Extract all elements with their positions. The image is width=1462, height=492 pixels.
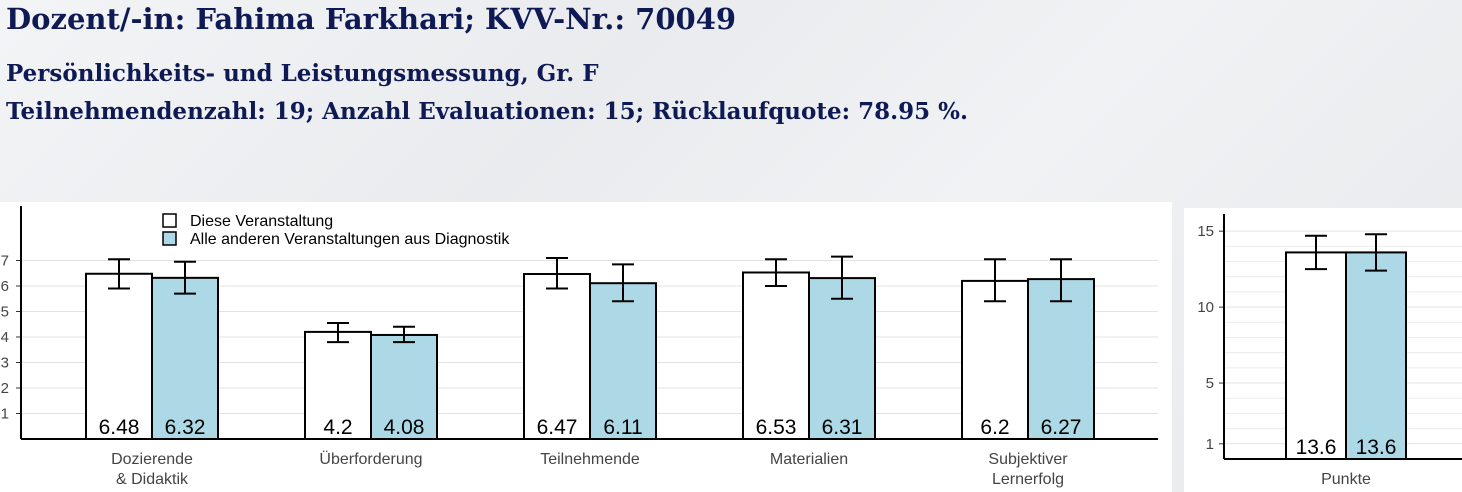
header-participation: Teilnehmendenzahl: 19; Anzahl Evaluation… — [6, 98, 968, 125]
x-category-label: Dozierende — [111, 451, 193, 468]
bar — [1345, 251, 1407, 460]
y-tick-label: 3 — [1, 355, 9, 372]
value-label: 6.53 — [756, 416, 797, 439]
value-label: 6.48 — [99, 416, 140, 439]
value-label: 13.6 — [1356, 436, 1397, 459]
bar — [1027, 278, 1095, 440]
header-instructor: Dozent/-in: Fahima Farkhari; KVV-Nr.: 70… — [6, 2, 737, 36]
x-category-label: Punkte — [1321, 471, 1371, 488]
bar — [589, 282, 657, 440]
bar — [1285, 251, 1347, 460]
y-tick-label: 15 — [1197, 223, 1214, 240]
value-label: 13.6 — [1296, 436, 1337, 459]
x-category-label: Materialien — [770, 451, 848, 468]
bar — [85, 272, 153, 441]
bar — [370, 333, 438, 441]
y-tick-label: 1 — [1, 406, 9, 423]
legend-label: Alle anderen Veranstaltungen aus Diagnos… — [190, 231, 510, 248]
value-label: 6.11 — [603, 416, 642, 439]
legend-label: Diese Veranstaltung — [190, 213, 333, 230]
x-category-label: Lernerfolg — [992, 471, 1064, 488]
value-label: 4.2 — [323, 416, 352, 439]
y-tick-label: 5 — [1206, 375, 1214, 392]
header-course: Persönlichkeits- und Leistungsmessung, G… — [6, 60, 599, 87]
y-tick-label: 1 — [1206, 436, 1214, 453]
value-label: 6.27 — [1041, 416, 1082, 439]
value-label: 6.31 — [822, 416, 863, 439]
x-category-label: Teilnehmende — [540, 451, 640, 468]
y-tick-label: 10 — [1197, 299, 1214, 316]
y-tick-label: 6 — [1, 278, 9, 295]
bar — [151, 276, 219, 440]
main-chart-panel: 1 2 3 4 5 6 7 6.48 6.32 Dozierende & Didaktik 4.2 4.… — [0, 202, 1172, 492]
value-label: 6.2 — [980, 416, 1009, 439]
legend-swatch — [162, 231, 177, 246]
y-tick-label: 5 — [1, 304, 9, 321]
bar — [961, 279, 1029, 441]
value-label: 4.08 — [384, 416, 425, 439]
value-label: 6.32 — [165, 416, 206, 439]
y-tick-label: 7 — [1, 253, 9, 270]
bar — [523, 273, 591, 440]
bar — [742, 271, 810, 440]
x-category-label: Überforderung — [319, 450, 422, 468]
y-tick-label: 4 — [1, 329, 9, 346]
bar — [304, 330, 372, 440]
x-category-label: & Didaktik — [116, 471, 189, 488]
x-category-label: Subjektiver — [988, 451, 1068, 468]
points-chart-panel: 1 5 10 15 13.6 13.6 Punkte — [1184, 208, 1462, 492]
legend-swatch — [162, 213, 177, 228]
y-tick-label: 2 — [1, 380, 9, 397]
main-bar-chart: 1 2 3 4 5 6 7 6.48 6.32 Dozierende & Didaktik 4.2 4.… — [1, 206, 1158, 488]
bar — [808, 277, 876, 440]
value-label: 6.47 — [537, 416, 578, 439]
